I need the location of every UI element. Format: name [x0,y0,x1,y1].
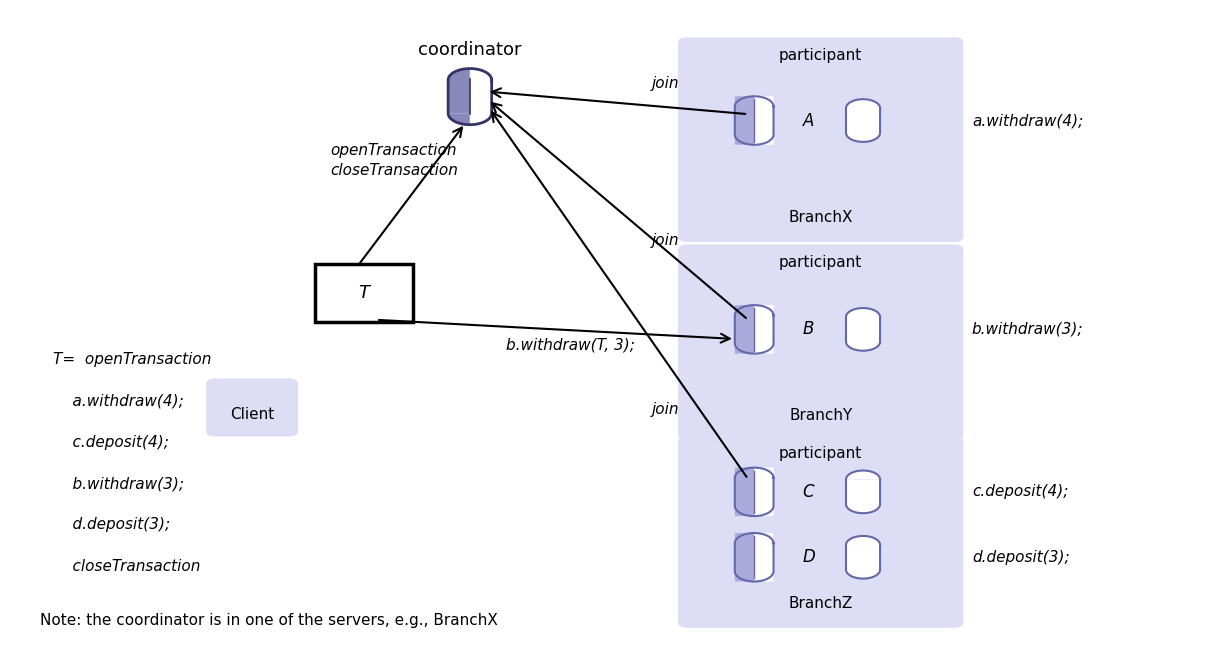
FancyBboxPatch shape [754,96,773,145]
Text: B: B [803,320,815,339]
Text: c.deposit(4);: c.deposit(4); [972,484,1068,499]
Wedge shape [470,113,492,125]
Text: T=  openTransaction: T= openTransaction [52,351,211,367]
Wedge shape [734,319,754,340]
Bar [470,80,492,113]
Wedge shape [754,319,773,340]
Text: b.withdraw(3);: b.withdraw(3); [52,476,184,491]
Text: join: join [652,402,678,417]
Text: participant: participant [780,255,862,270]
Wedge shape [847,342,881,351]
FancyBboxPatch shape [678,436,963,628]
Text: b.withdraw(3);: b.withdraw(3); [972,322,1083,337]
Wedge shape [754,110,773,130]
FancyBboxPatch shape [315,264,413,322]
Text: d.deposit(3);: d.deposit(3); [52,517,169,532]
Text: D: D [803,548,815,567]
Wedge shape [847,308,881,317]
Wedge shape [470,68,492,80]
Wedge shape [734,547,754,567]
Wedge shape [847,99,881,108]
Bar [847,545,881,570]
Text: a.withdraw(4);: a.withdraw(4); [972,113,1083,128]
Text: closeTransaction: closeTransaction [52,559,200,574]
FancyBboxPatch shape [754,468,773,516]
FancyBboxPatch shape [734,533,754,581]
Wedge shape [847,470,881,479]
Text: C: C [803,483,815,501]
Text: BranchX: BranchX [788,211,853,225]
Text: Note: the coordinator is in one of the servers, e.g., BranchX: Note: the coordinator is in one of the s… [40,613,498,628]
Bar [448,80,470,113]
FancyBboxPatch shape [678,245,963,440]
Wedge shape [754,547,773,567]
Text: A: A [803,112,815,130]
Text: BranchY: BranchY [789,408,853,423]
Text: Client: Client [230,407,274,422]
Bar [847,479,881,504]
Text: participant: participant [780,446,862,461]
Text: b.withdraw(T, 3);: b.withdraw(T, 3); [507,338,635,353]
FancyBboxPatch shape [734,468,754,516]
Wedge shape [847,570,881,579]
Text: BranchZ: BranchZ [788,596,853,611]
Text: d.deposit(3);: d.deposit(3); [972,550,1069,565]
Text: join: join [652,233,678,247]
Text: join: join [652,76,678,91]
FancyBboxPatch shape [754,305,773,353]
FancyBboxPatch shape [734,96,754,145]
FancyBboxPatch shape [678,37,963,242]
Bar [847,108,881,133]
Wedge shape [847,504,881,513]
Wedge shape [847,133,881,142]
FancyBboxPatch shape [734,305,754,353]
Wedge shape [847,536,881,545]
Wedge shape [734,110,754,130]
Wedge shape [448,113,470,125]
Text: T: T [358,284,369,302]
FancyBboxPatch shape [754,533,773,581]
Wedge shape [448,68,470,80]
Text: a.withdraw(4);: a.withdraw(4); [52,393,183,408]
Text: c.deposit(4);: c.deposit(4); [52,435,168,450]
Text: openTransaction
closeTransaction: openTransaction closeTransaction [331,143,459,178]
Text: participant: participant [780,48,862,63]
Wedge shape [754,482,773,502]
Wedge shape [734,482,754,502]
Bar [847,317,881,342]
FancyBboxPatch shape [206,379,298,437]
Text: coordinator: coordinator [418,41,521,59]
